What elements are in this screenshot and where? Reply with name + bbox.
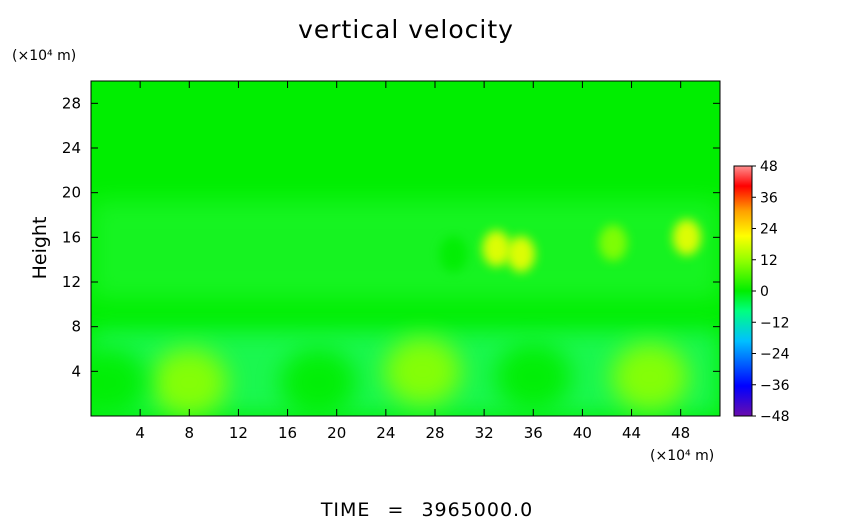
colorbar-tick-label-1: 36: [760, 190, 778, 206]
colorbar: 48 36 24 12 0 −12 −24 −36 −48: [733, 159, 790, 425]
footer-separator: =: [387, 499, 404, 519]
chart-title: vertical velocity: [298, 15, 514, 44]
svg-text:TIME = 3965000.0: TIME = 3965000.0: [320, 499, 533, 519]
colorbar-tick-label-7: −36: [760, 378, 790, 394]
colorbar-tick-label-0: 48: [760, 159, 778, 175]
footer: TIME = 3965000.0: [320, 499, 533, 519]
plot-area: [91, 81, 720, 416]
colorbar-tick-label-6: −24: [760, 347, 790, 363]
x-tick-label-8: 36: [524, 424, 543, 442]
y-tick-label-3: 16: [62, 228, 81, 246]
x-tick-label-11: 48: [671, 424, 690, 442]
y-tick-label-1: 8: [71, 318, 81, 336]
footer-value: 3965000.0: [421, 499, 533, 519]
x-axis: 4 8 12 16 20 24 28 32 36 40 44 48: [135, 81, 690, 442]
colorbar-tick-label-2: 24: [760, 222, 778, 238]
updraft-cell-0: [151, 348, 228, 416]
updraft-cell-2: [611, 342, 688, 411]
y-tick-label-5: 24: [62, 139, 81, 157]
x-axis-unit: (×10⁴ m): [650, 448, 714, 464]
x-tick-label-7: 32: [475, 424, 494, 442]
x-tick-label-2: 12: [229, 424, 248, 442]
y-tick-label-2: 12: [62, 273, 81, 291]
colorbar-tick-label-8: −48: [760, 409, 790, 425]
y-axis-label: Height: [29, 217, 51, 280]
downdraft-cell-4: [280, 348, 357, 416]
x-tick-label-1: 8: [185, 424, 195, 442]
x-tick-label-3: 16: [278, 424, 297, 442]
plot-frame: [90, 80, 721, 417]
y-axis: 4 8 12 16 20 24 28: [62, 94, 720, 380]
colorbar-tick-label-3: 12: [760, 253, 778, 269]
updraft-cell-10: [599, 224, 628, 261]
field-features: [91, 219, 701, 416]
y-tick-label-4: 20: [62, 184, 81, 202]
y-axis-unit: (×10⁴ m): [12, 48, 76, 64]
colorbar-ticks: 48 36 24 12 0 −12 −24 −36 −48: [752, 159, 790, 425]
x-tick-label-9: 40: [573, 424, 592, 442]
y-tick-label-0: 4: [71, 362, 81, 380]
colorbar-tick-label-4: 0: [760, 284, 769, 300]
updraft-cell-9: [672, 219, 701, 256]
colorbar-tick-label-5: −12: [760, 315, 790, 331]
footer-label: TIME: [320, 499, 371, 519]
updraft-cell-8: [506, 236, 535, 273]
updraft-cell-1: [384, 337, 461, 406]
y-tick-label-6: 28: [62, 94, 81, 112]
x-tick-label-6: 28: [425, 424, 444, 442]
x-tick-label-5: 24: [376, 424, 395, 442]
downdraft-cell-6: [439, 236, 468, 273]
updraft-cell-7: [482, 230, 511, 267]
colorbar-gradient: [733, 165, 753, 417]
x-tick-label-0: 4: [135, 424, 145, 442]
downdraft-cell-5: [495, 342, 572, 411]
downdraft-cell-3: [91, 348, 148, 416]
x-tick-label-10: 44: [622, 424, 641, 442]
x-tick-label-4: 20: [327, 424, 346, 442]
